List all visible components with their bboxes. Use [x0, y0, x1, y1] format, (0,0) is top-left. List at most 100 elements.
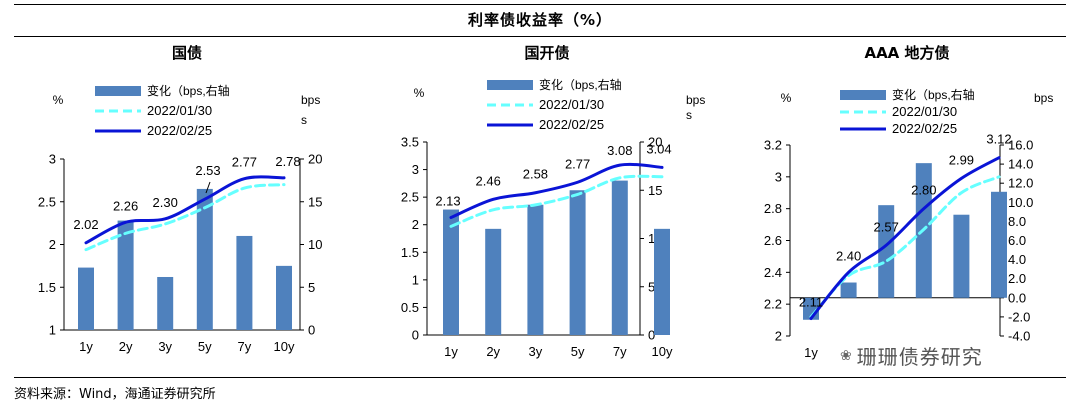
legend-label-0225: 2022/02/25 [892, 121, 957, 136]
legend-label-0130: 2022/01/30 [892, 104, 957, 119]
data-label: 2.58 [523, 167, 548, 182]
data-label: 2.13 [435, 194, 460, 209]
left-tick-label: 2 [49, 237, 56, 252]
data-label: 2.46 [476, 173, 501, 188]
data-label: 2.40 [836, 248, 861, 263]
x-tick-label: 10y [652, 344, 673, 359]
bar [236, 235, 253, 330]
legend-swatch-bar [487, 80, 533, 90]
bar [157, 276, 174, 330]
left-tick-label: 1.5 [401, 245, 419, 260]
legend-swatch-bar [840, 90, 886, 100]
left-tick-label: 2.5 [401, 190, 419, 205]
left-tick-label: 2.2 [764, 297, 782, 312]
right-unit-label: bps [301, 93, 320, 107]
left-unit-label: % [414, 86, 425, 100]
legend-label-bar: 变化（bps,右轴 [539, 77, 622, 92]
top-rule [14, 4, 1066, 5]
bar [485, 228, 502, 335]
x-tick-label: 3y [529, 344, 543, 359]
bar [991, 191, 1007, 298]
left-tick-label: 1 [412, 272, 419, 287]
x-tick-label: 1y [804, 345, 818, 360]
left-tick-label: 2.8 [764, 201, 782, 216]
legend-label-0130: 2022/01/30 [539, 97, 604, 112]
x-tick-label: 1y [444, 344, 458, 359]
data-label: 2.26 [113, 198, 138, 213]
right-tick-label: 15 [308, 194, 322, 209]
left-tick-label: 1 [49, 323, 56, 338]
right-unit-label: s [686, 108, 692, 122]
x-tick-label: 2y [486, 344, 500, 359]
data-label: 2.80 [911, 183, 936, 198]
left-tick-label: 3.2 [764, 138, 782, 153]
data-label: 2.57 [874, 219, 899, 234]
data-label-leader [205, 181, 211, 194]
right-tick-label: 0.0 [1008, 290, 1026, 305]
data-label: 3.12 [986, 132, 1011, 147]
data-label: 3.04 [646, 141, 671, 156]
left-tick-label: 2 [775, 329, 782, 344]
line-series-20220130 [809, 175, 1001, 319]
data-label: 2.30 [153, 195, 178, 210]
right-tick-label: 14.0 [1008, 157, 1033, 172]
x-tick-label: 3y [158, 339, 172, 354]
bar [654, 228, 670, 335]
legend-label-0225: 2022/02/25 [539, 117, 604, 132]
left-tick-label: 3 [775, 169, 782, 184]
wechat-icon: ❀ [840, 347, 853, 364]
right-tick-label: 20 [308, 152, 322, 167]
left-tick-label: 3 [49, 152, 56, 167]
right-tick-label: 6.0 [1008, 233, 1026, 248]
left-tick-label: 0.5 [401, 300, 419, 315]
data-label: 2.77 [565, 156, 590, 171]
right-tick-label: 15 [648, 183, 662, 198]
left-tick-label: 2.6 [764, 233, 782, 248]
legend-label-bar: 变化（bps,右轴 [892, 87, 975, 102]
data-label: 2.11 [799, 294, 823, 309]
left-unit-label: % [781, 91, 792, 105]
bar [527, 204, 544, 335]
bar [276, 265, 292, 330]
x-tick-label: 1y [79, 339, 93, 354]
x-tick-label: 2y [119, 339, 133, 354]
right-tick-label: 10 [308, 237, 322, 252]
bar [196, 188, 213, 330]
bar [443, 209, 459, 335]
right-tick-label: 10.0 [1008, 195, 1033, 210]
panel-title-2: 国开债 [524, 44, 570, 62]
bar [611, 180, 628, 335]
right-unit-label: bps [686, 93, 705, 107]
right-tick-label: 16.0 [1008, 138, 1033, 153]
right-tick-label: 20 [648, 135, 662, 150]
bar [840, 282, 857, 298]
line-series-20220225 [809, 156, 1001, 320]
data-label: 2.77 [232, 155, 257, 170]
watermark-text: 珊珊债券研究 [856, 345, 983, 369]
panel-title-1: 国债 [171, 44, 202, 62]
legend-label-0130: 2022/01/30 [147, 103, 212, 118]
line-series-20220130 [84, 183, 286, 252]
line-series-20220130 [449, 174, 664, 228]
right-tick-label: 4.0 [1008, 252, 1026, 267]
panel-title-3: AAA 地方债 [864, 44, 950, 62]
legend-label-0225: 2022/02/25 [147, 123, 212, 138]
bar [117, 220, 134, 330]
title-rule [14, 36, 1066, 37]
left-unit-label: % [53, 93, 64, 107]
data-label: 2.53 [195, 163, 220, 178]
x-tick-label: 5y [198, 339, 212, 354]
left-tick-label: 0 [412, 328, 419, 343]
page-title: 利率债收益率（%） [467, 11, 613, 29]
legend-label-bar: 变化（bps,右轴 [147, 83, 230, 98]
right-tick-label: -4.0 [1008, 329, 1030, 344]
data-label: 2.99 [949, 152, 974, 167]
source-note: 资料来源：Wind，海通证券研究所 [14, 387, 216, 402]
data-label: 3.08 [607, 143, 632, 158]
right-tick-label: -2.0 [1008, 309, 1030, 324]
bar [569, 190, 586, 335]
data-label: 2.78 [275, 154, 300, 169]
left-tick-label: 2.4 [764, 265, 782, 280]
x-tick-label: 7y [613, 344, 627, 359]
